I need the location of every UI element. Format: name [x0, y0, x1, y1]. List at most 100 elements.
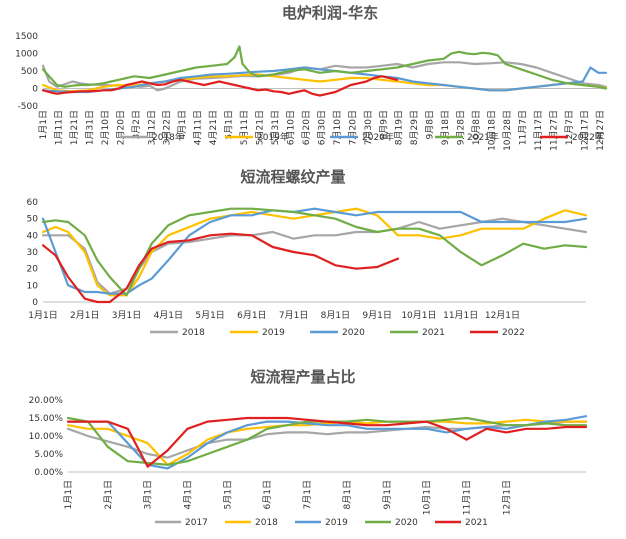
x-tick-label: 7月20日	[347, 110, 358, 145]
series-line-2018	[66, 418, 588, 466]
x-tick-label: 2月10日	[100, 110, 111, 145]
x-tick-label: 4月11日	[193, 110, 204, 145]
y-tick-label: 30	[27, 248, 39, 258]
x-tick-label: 8月1日	[342, 480, 353, 509]
x-tick-label: 5月1日	[222, 480, 233, 509]
y-tick-label: 20	[27, 265, 39, 275]
legend-label: 2019年	[257, 131, 289, 143]
x-tick-label: 11月7日	[517, 110, 528, 145]
x-tick-label: 2月20日	[115, 110, 126, 145]
y-tick-label: 500	[21, 67, 38, 77]
legend-label: 2020	[395, 518, 418, 528]
legend-label: 2022	[502, 328, 525, 338]
legend-label: 2019	[262, 328, 285, 338]
x-tick-label: 5月1日	[195, 310, 224, 321]
x-tick-label: 5月21日	[255, 110, 266, 145]
x-tick-label: 6月10日	[285, 110, 296, 145]
x-tick-label: 1月1日	[63, 480, 74, 509]
legend-label: 2019	[325, 518, 348, 528]
x-tick-label: 11月1日	[443, 310, 478, 321]
x-tick-label: 7月30日	[363, 110, 374, 145]
x-tick-label: 9月1日	[362, 310, 391, 321]
x-tick-label: 6月30日	[316, 110, 327, 145]
y-tick-label: 50	[27, 215, 39, 225]
legend-label: 2018年	[152, 131, 184, 143]
x-tick-label: 2月1日	[103, 480, 114, 509]
x-tick-label: 12月1日	[501, 480, 512, 515]
series-line-2021	[66, 416, 588, 468]
rebar-output-chart: 短流程螺纹产量 60 50 40 30 20 10 0 1月1日 2月1日 3月1日 4月1日 5月1日…	[27, 168, 588, 338]
x-tick-label: 8月29日	[409, 110, 420, 145]
series-line-2020	[41, 207, 588, 295]
series-line-2017	[66, 420, 588, 459]
x-tick-label: 6月20日	[301, 110, 312, 145]
y-tick-label: 1000	[15, 50, 38, 60]
x-tick-label: 10月28日	[502, 110, 513, 151]
x-tick-label: 12月27日	[595, 110, 606, 151]
x-tick-label: 1月1日	[38, 110, 49, 139]
legend-label: 2018	[255, 518, 278, 528]
y-tick-label: 0.00%	[34, 468, 63, 478]
x-tick-label: 9月1日	[382, 480, 393, 509]
x-tick-label: 9月18日	[440, 110, 451, 145]
x-tick-label: 1月11日	[53, 110, 64, 145]
y-tick-label: 5.00%	[34, 450, 63, 460]
series-line-2019	[66, 415, 588, 470]
x-tick-label: 10月1日	[422, 480, 433, 515]
y-tick-label: 20.00%	[29, 396, 64, 406]
x-tick-label: 9月8日	[425, 110, 436, 139]
legend-label: 2018	[182, 328, 205, 338]
x-tick-label: 3月12日	[146, 110, 157, 145]
x-tick-label: 11月1日	[461, 480, 472, 515]
x-tick-label: 11月17日	[533, 110, 544, 151]
y-tick-label: 10	[27, 281, 39, 291]
x-tick-label: 4月1日	[177, 110, 188, 139]
x-tick-label: 3月1日	[143, 480, 154, 509]
series-line-2021	[41, 207, 588, 297]
x-tick-label: 6月1日	[237, 310, 266, 321]
x-tick-label: 7月10日	[332, 110, 343, 145]
series-line-2021年	[41, 45, 608, 90]
legend-label: 2022年	[572, 131, 604, 143]
series-line-2022	[41, 232, 400, 304]
x-tick-label: 1月31日	[84, 110, 95, 145]
x-tick-label: 7月1日	[279, 310, 308, 321]
chart-title: 短流程产量占比	[250, 368, 355, 386]
x-tick-label: 7月1日	[302, 480, 313, 509]
x-tick-label: 5月11日	[239, 110, 250, 145]
x-tick-label: 4月1日	[183, 480, 194, 509]
chart-title: 电炉利润-华东	[282, 4, 378, 22]
x-tick-label: 2月1日	[70, 310, 99, 321]
x-tick-label: 11月27日	[548, 110, 559, 151]
legend-label: 2020	[342, 328, 365, 338]
series-line-2018年	[41, 61, 608, 92]
x-tick-label: 12月7日	[564, 110, 575, 145]
output-share-chart: 短流程产量占比 20.00% 15.00% 10.00% 5.00% 0.00%1月1日 2…	[29, 368, 588, 528]
x-tick-label: 3月2日	[131, 110, 142, 139]
x-tick-label: 8月1日	[321, 310, 350, 321]
y-tick-label: 1500	[15, 32, 38, 42]
x-tick-label: 8月19日	[394, 110, 405, 145]
x-tick-label: 10月1日	[401, 310, 436, 321]
x-tick-label: 10月18日	[487, 110, 498, 151]
x-tick-label: 3月1日	[112, 310, 141, 321]
chart-title: 短流程螺纹产量	[240, 168, 345, 186]
x-tick-label: 4月21日	[208, 110, 219, 145]
legend-label: 2020年	[362, 131, 394, 143]
x-tick-label: 10月8日	[471, 110, 482, 145]
x-tick-label: 5月1日	[224, 110, 235, 139]
y-tick-label: 0	[32, 85, 38, 95]
y-tick-label: 10.00%	[29, 432, 64, 442]
x-tick-label: 1月21日	[69, 110, 80, 145]
x-tick-label: 6月1日	[262, 480, 273, 509]
x-tick-label: 4月1日	[154, 310, 183, 321]
series-line-2022年	[41, 75, 399, 97]
x-tick-label: 3月22日	[162, 110, 173, 145]
y-tick-label: 60	[27, 198, 39, 208]
y-tick-label: 15.00%	[29, 414, 64, 424]
legend-label: 2021年	[467, 131, 499, 143]
y-tick-label: 0	[32, 298, 38, 308]
legend-label: 2017	[185, 518, 208, 528]
